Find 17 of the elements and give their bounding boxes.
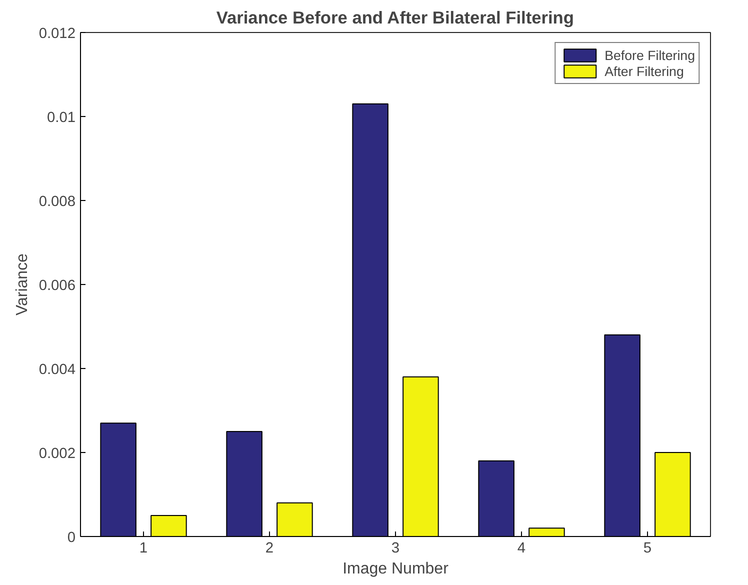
legend-label: Before Filtering (604, 48, 695, 62)
y-tick-label: 0.012 (38, 26, 76, 42)
y-tick-label: 0.006 (38, 278, 76, 294)
y-axis-title: Variance (14, 253, 31, 316)
x-axis-title: Image Number (342, 560, 450, 578)
y-tick-label: 0 (67, 530, 76, 546)
x-tick-label: 5 (643, 540, 652, 556)
y-tick-label: 0.01 (46, 110, 76, 126)
legend-label: After Filtering (604, 64, 684, 78)
x-tick-label: 3 (391, 540, 400, 556)
y-tick-label: 0.004 (38, 362, 76, 378)
x-tick-label: 2 (265, 540, 274, 556)
y-tick-label: 0.008 (38, 194, 76, 210)
x-tick-label: 1 (139, 540, 148, 556)
y-tick-label: 0.002 (38, 446, 76, 462)
chart-title: Variance Before and After Bilateral Filtering (216, 8, 574, 28)
x-tick-label: 4 (517, 540, 526, 556)
